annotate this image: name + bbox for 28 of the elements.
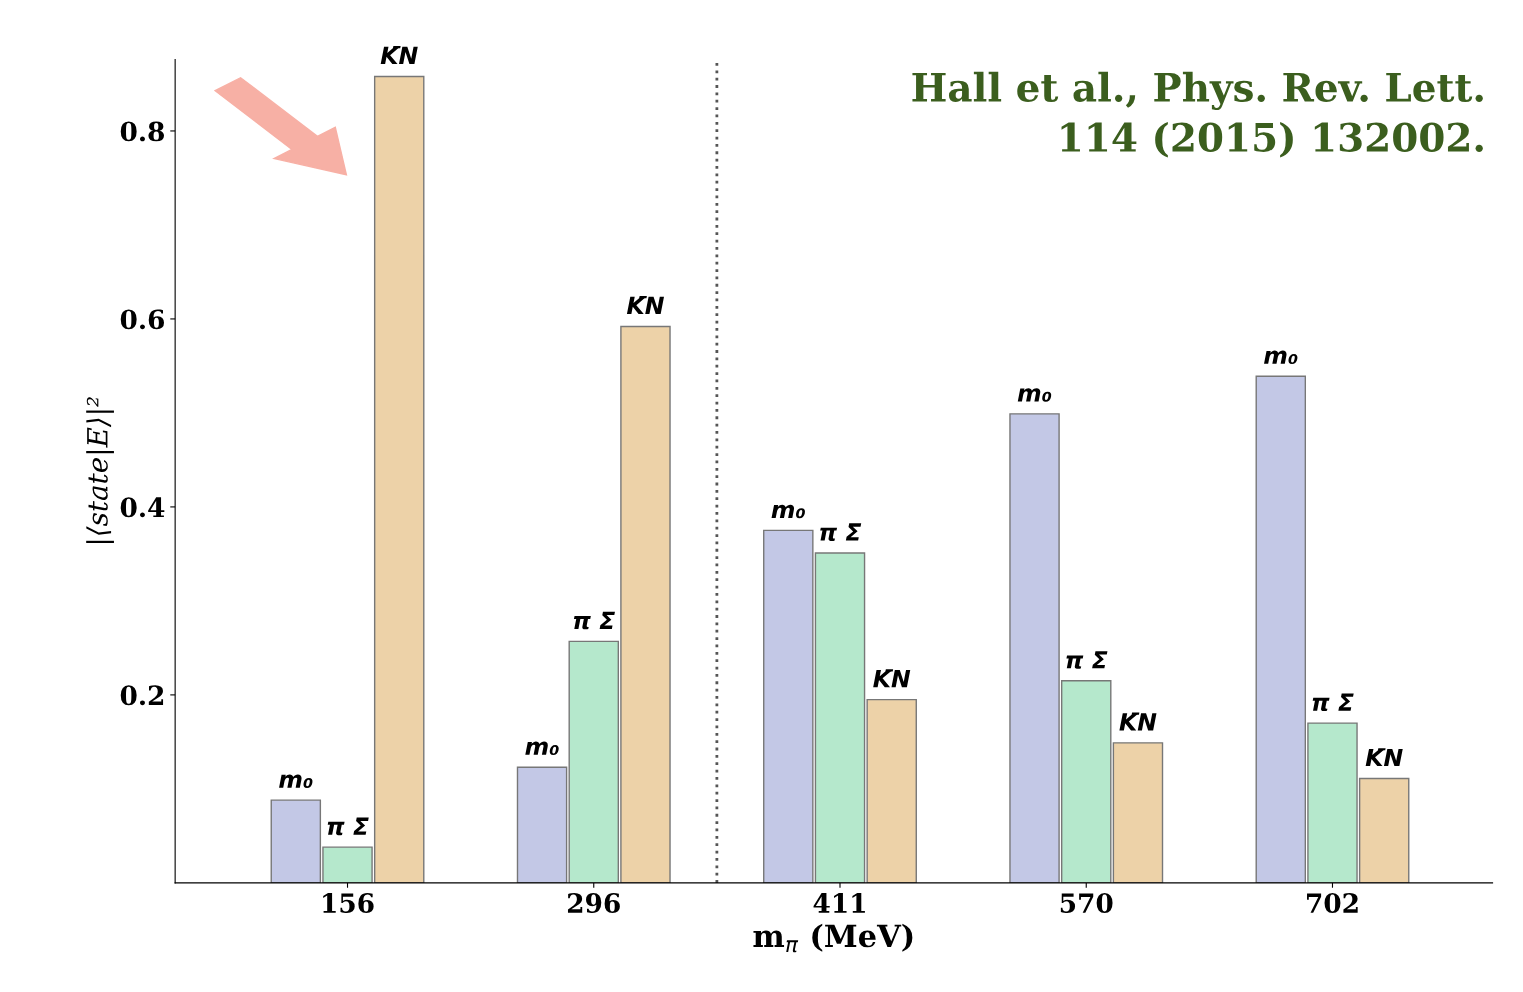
text: m₀ <box>525 741 559 756</box>
x-tick-label: 570 <box>1060 893 1113 914</box>
text: K̄N <box>380 46 418 65</box>
series-label: m₀ <box>771 504 805 519</box>
text: m₀ <box>279 774 313 788</box>
x-tick-label: 411 <box>813 893 865 913</box>
y-tick-label: 0.4 <box>120 497 165 518</box>
x-tick-label: 702 <box>1307 893 1358 914</box>
y-axis-title: |⟨state|E⟩|² <box>86 397 114 543</box>
text: π Σ <box>1312 693 1354 712</box>
annotation: Hall et al., Phys. Rev. Lett. 114 (2015) 132002. <box>912 71 1483 158</box>
text: π Σ <box>327 817 369 836</box>
series-label: K̄N <box>1365 748 1403 767</box>
series-label: π Σ <box>1066 651 1108 669</box>
x-axis-title: m$_{π}$ (MeV) <box>753 923 913 953</box>
x-tick-label: 156 <box>323 893 374 914</box>
y-tick-label: 0.8 <box>120 121 165 142</box>
y-tick-label: 0.2 <box>120 685 164 706</box>
y-tick-label: 0.6 <box>120 309 165 330</box>
text: m₀ <box>1264 350 1298 365</box>
text: π Σ <box>573 611 615 630</box>
text: m₀ <box>1017 388 1052 402</box>
x-tick-label: 296 <box>567 893 620 914</box>
text: K̄N <box>626 296 664 315</box>
text: K̄N <box>1119 712 1157 731</box>
text: π Σ <box>820 523 862 541</box>
text: K̄N <box>873 669 911 688</box>
bar <box>1112 742 1164 883</box>
